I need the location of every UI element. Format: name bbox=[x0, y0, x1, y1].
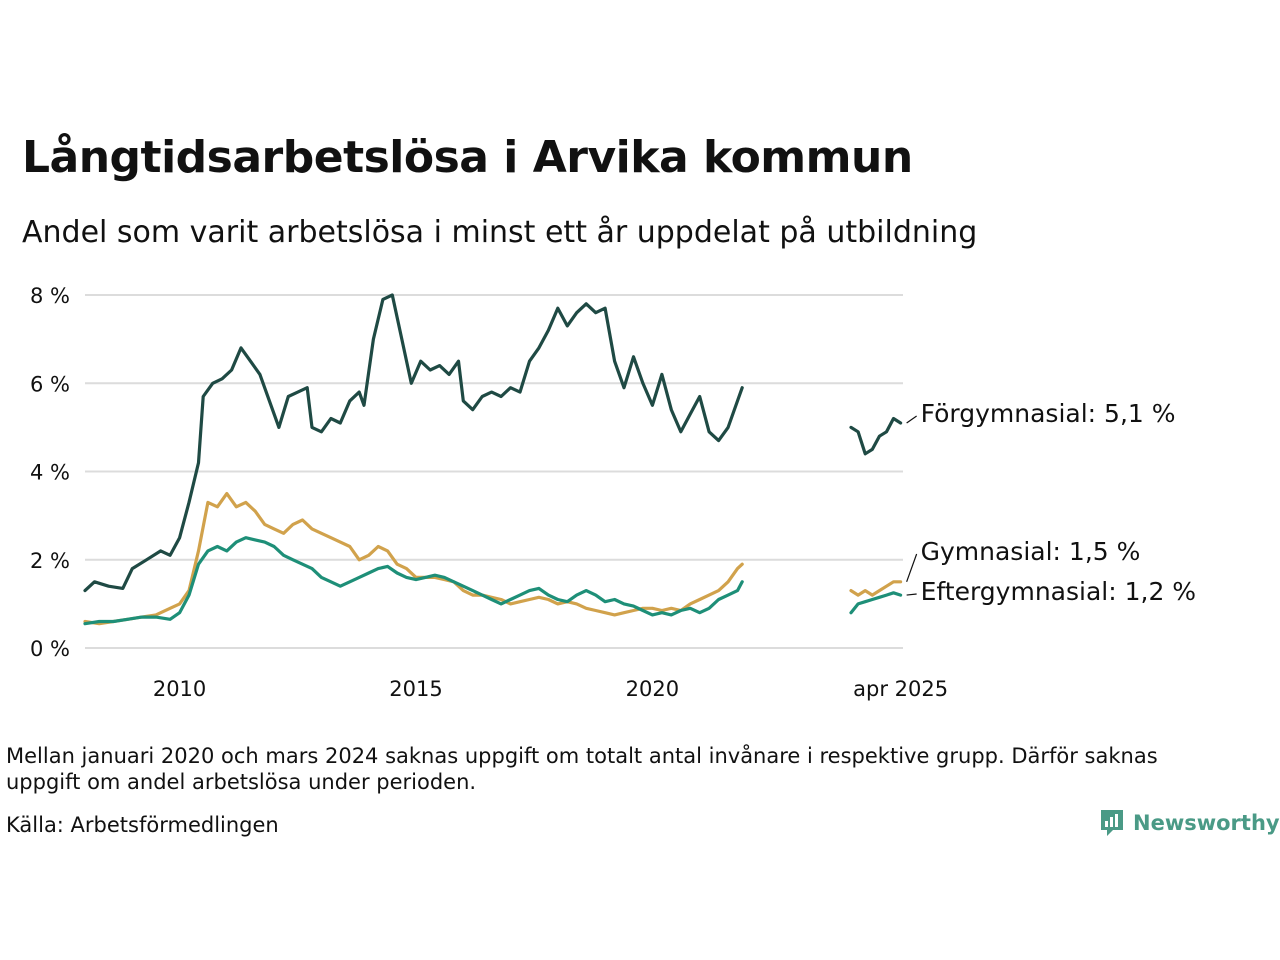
series-label-förgymnasial: Förgymnasial: 5,1 % bbox=[921, 399, 1176, 428]
chart-title: Långtidsarbetslösa i Arvika kommun bbox=[22, 132, 913, 183]
series-line-förgymnasial-segment-0 bbox=[83, 293, 744, 593]
footnote: Mellan januari 2020 och mars 2024 saknas… bbox=[6, 744, 1158, 794]
series-line-eftergymnasial-segment-0 bbox=[83, 536, 744, 626]
series-lines bbox=[83, 293, 903, 626]
x-tick-label: apr 2025 bbox=[853, 677, 948, 701]
series-label-eftergymnasial: Eftergymnasial: 1,2 % bbox=[921, 577, 1196, 606]
y-tick-label: 4 % bbox=[30, 461, 70, 485]
y-tick-label: 0 % bbox=[30, 637, 70, 661]
x-tick-label: 2010 bbox=[153, 677, 206, 701]
x-axis-ticks: 2010 2015 2020 apr 2025 bbox=[153, 677, 948, 701]
brand-name: Newsworthy bbox=[1133, 811, 1280, 835]
source-note: Källa: Arbetsförmedlingen bbox=[6, 813, 279, 837]
label-leader-line bbox=[906, 415, 917, 424]
chart-subtitle: Andel som varit arbetslösa i minst ett å… bbox=[22, 215, 978, 250]
brand-logo[interactable]: Newsworthy bbox=[1099, 808, 1280, 838]
x-tick-label: 2020 bbox=[626, 677, 679, 701]
y-tick-label: 6 % bbox=[30, 372, 70, 396]
y-axis-ticks: 0 % 2 % 4 % 6 % 8 % bbox=[30, 284, 70, 661]
gridlines bbox=[85, 294, 903, 649]
series-label-gymnasial: Gymnasial: 1,5 % bbox=[921, 537, 1141, 566]
y-tick-label: 2 % bbox=[30, 549, 70, 573]
series-line-gymnasial-segment-1 bbox=[849, 580, 903, 597]
label-leader-line bbox=[906, 553, 918, 583]
series-end-labels: Förgymnasial: 5,1 % Gymnasial: 1,5 % Efter… bbox=[906, 399, 1196, 606]
x-tick-label: 2015 bbox=[389, 677, 442, 701]
y-tick-label: 8 % bbox=[30, 284, 70, 308]
newsworthy-logo-icon bbox=[1101, 810, 1123, 836]
label-leader-line bbox=[906, 593, 917, 596]
line-chart: 0 % 2 % 4 % 6 % 8 % 2010 2015 2020 apr 2025 För… bbox=[30, 284, 1196, 701]
series-line-eftergymnasial-segment-1 bbox=[849, 591, 903, 615]
series-line-förgymnasial-segment-1 bbox=[849, 416, 903, 456]
